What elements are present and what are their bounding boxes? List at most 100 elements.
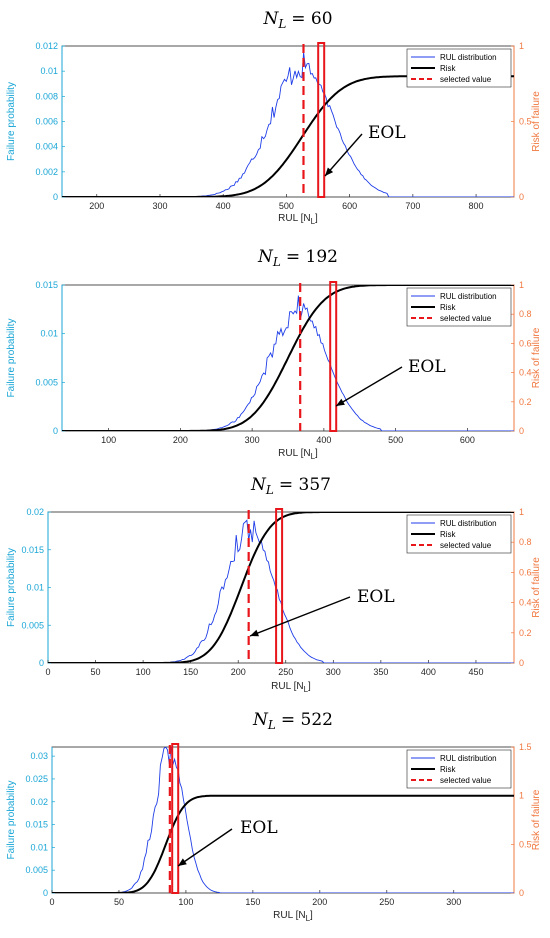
x-tick-label: 600 <box>342 201 357 211</box>
y-tick-label-right: 1 <box>519 280 524 290</box>
rul-distribution-line <box>52 747 514 893</box>
y-tick-label-left: 0.01 <box>30 842 48 852</box>
y-tick-label-left: 0 <box>43 888 48 898</box>
eol-arrowhead <box>325 167 334 176</box>
x-tick-label: 350 <box>373 667 388 677</box>
y-tick-label-right: 0.6 <box>519 567 532 577</box>
y-tick-label-right: 1.5 <box>519 742 532 752</box>
legend-entry: RUL distribution <box>440 754 497 763</box>
legend-entry: RUL distribution <box>440 292 497 301</box>
y-tick-label-left: 0 <box>39 658 44 668</box>
x-axis-label: RUL [NL] <box>278 213 318 226</box>
x-tick-label: 300 <box>326 667 341 677</box>
x-tick-label: 300 <box>152 201 167 211</box>
x-tick-label: 500 <box>279 201 294 211</box>
plot-series <box>52 747 514 893</box>
risk-line <box>48 512 514 663</box>
y-tick-label-left: 0 <box>53 426 58 436</box>
x-tick-label: 100 <box>178 897 193 907</box>
y-tick-label-right: 0.5 <box>519 117 532 127</box>
legend-entry: Risk <box>440 64 457 73</box>
y-tick-label-left: 0.006 <box>35 117 58 127</box>
y-tick-label-right: 0.8 <box>519 309 532 319</box>
y-tick-label-right: 0.2 <box>519 628 532 638</box>
legend: RUL distribution Risk selected value <box>406 749 512 789</box>
y-axis-label-left: Failure probability <box>6 82 17 161</box>
legend: RUL distribution Risk selected value <box>406 287 512 327</box>
chart-title: NL = 357 <box>250 475 331 497</box>
legend-entry: selected value <box>440 541 492 550</box>
y-axis-label-left: Failure probability <box>6 781 17 860</box>
y-axis-label-right: Risk of failure <box>531 789 542 850</box>
y-tick-label-right: 0 <box>519 192 524 202</box>
y-tick-label-left: 0.01 <box>26 583 44 593</box>
y-tick-label-right: 0.5 <box>519 839 532 849</box>
x-tick-label: 300 <box>245 435 260 445</box>
y-tick-label-left: 0.01 <box>40 329 58 339</box>
legend: RUL distribution Risk selected value <box>406 48 512 88</box>
x-tick-label: 400 <box>216 201 231 211</box>
y-tick-label-right: 1 <box>519 791 524 801</box>
y-tick-label-right: 0.6 <box>519 338 532 348</box>
chart-title: NL = 60 <box>262 9 332 31</box>
y-tick-label-left: 0 <box>53 192 58 202</box>
x-tick-label: 450 <box>468 667 483 677</box>
eol-arrowhead <box>250 629 259 637</box>
chart-title: NL = 192 <box>257 247 338 269</box>
y-tick-label-left: 0.004 <box>35 142 58 152</box>
x-tick-label: 150 <box>245 897 260 907</box>
eol-arrow <box>335 366 403 407</box>
chart-panel-4: NL = 522 0 50 100 150 200 250 300 0 0.005 0.01 0.015… <box>6 710 542 923</box>
rul-distribution-line <box>62 295 514 431</box>
x-axis-label: RUL [NL] <box>278 448 318 461</box>
y-axis-label-left: Failure probability <box>6 548 17 627</box>
plot-series <box>48 512 514 663</box>
x-tick-label: 500 <box>388 435 403 445</box>
legend-entry: selected value <box>440 314 492 323</box>
legend-entry: selected value <box>440 75 492 84</box>
y-axis-label-right: Risk of failure <box>531 327 542 388</box>
y-tick-label-left: 0.02 <box>30 797 48 807</box>
rul-distribution-line <box>48 519 514 663</box>
x-tick-label: 0 <box>49 897 54 907</box>
y-tick-label-right: 1 <box>519 41 524 51</box>
chart-panel-1: NL = 60 200 300 400 500 600 700 800 0 0.002 0.004 0.… <box>6 9 542 226</box>
x-tick-label: 200 <box>89 201 104 211</box>
chart-panel-3: NL = 357 0 50 100 150 200 250 300 350 400 450 0 0.005… <box>6 475 542 694</box>
x-tick-label: 200 <box>231 667 246 677</box>
eol-marker <box>275 508 284 664</box>
eol-marker <box>317 42 326 198</box>
x-tick-label: 150 <box>183 667 198 677</box>
eol-label: EOL <box>240 818 278 838</box>
legend-entry: Risk <box>440 530 457 539</box>
x-tick-label: 300 <box>446 897 461 907</box>
y-tick-label-left: 0.005 <box>35 377 58 387</box>
y-tick-label-left: 0.01 <box>40 66 58 76</box>
eol-label: EOL <box>408 357 446 377</box>
y-tick-label-right: 0.4 <box>519 368 532 378</box>
y-tick-label-left: 0.03 <box>30 751 48 761</box>
x-tick-label: 50 <box>114 897 124 907</box>
y-tick-label-left: 0.008 <box>35 91 58 101</box>
y-tick-label-right: 0 <box>519 658 524 668</box>
x-axis-label: RUL [NL] <box>271 681 311 694</box>
y-tick-label-right: 0.8 <box>519 537 532 547</box>
x-tick-label: 100 <box>136 667 151 677</box>
y-tick-label-left: 0.005 <box>21 620 44 630</box>
legend-entry: selected value <box>440 776 492 785</box>
x-tick-label: 600 <box>460 435 475 445</box>
y-tick-label-right: 0.4 <box>519 598 532 608</box>
legend-entry: Risk <box>440 303 457 312</box>
eol-marker <box>329 281 338 432</box>
x-tick-label: 250 <box>278 667 293 677</box>
x-tick-label: 250 <box>379 897 394 907</box>
eol-arrow <box>177 828 233 867</box>
eol-arrowhead <box>336 398 345 406</box>
x-tick-label: 100 <box>101 435 116 445</box>
eol-marker <box>171 743 180 894</box>
y-tick-label-left: 0.025 <box>25 774 48 784</box>
y-tick-label-right: 0.2 <box>519 397 532 407</box>
eol-arrowhead <box>178 858 187 866</box>
legend-entry: RUL distribution <box>440 53 497 62</box>
